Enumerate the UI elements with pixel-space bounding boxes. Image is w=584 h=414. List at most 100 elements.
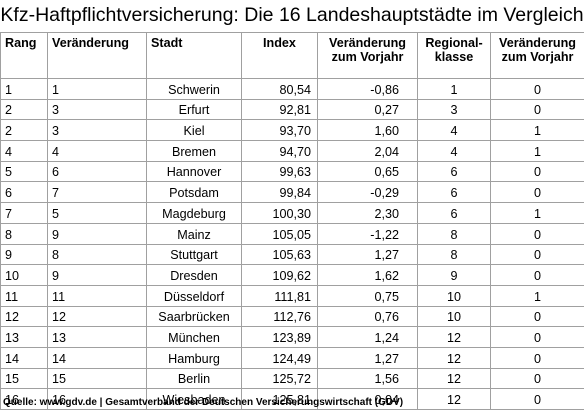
cell-regionalklasse-change: 0 [490,305,584,328]
cell-veraenderung: 1 [47,78,147,100]
cell-index: 105,05 [241,222,318,245]
table-row: 10 9 Dresden 109,62 1,62 9 0 [0,264,584,286]
cell-regionalklasse: 12 [417,367,491,390]
cell-index: 111,81 [241,284,318,307]
cell-stadt: Berlin [146,367,242,390]
table-row: 15 15 Berlin 125,72 1,56 12 0 [0,367,584,390]
column-header-veraenderung: Veränderung [47,32,147,79]
cell-veraenderung: 14 [47,346,147,369]
cell-stadt: Erfurt [146,98,242,121]
cell-regionalklasse: 9 [417,264,491,286]
cell-regionalklasse-change: 1 [490,202,584,224]
cell-index: 93,70 [241,119,318,142]
cell-index: 92,81 [241,98,318,121]
cell-rang: 1 [0,78,48,100]
cell-stadt: Kiel [146,119,242,142]
cell-index-change: 0,75 [317,284,418,307]
cell-veraenderung: 13 [47,326,147,348]
table-row: 2 3 Kiel 93,70 1,60 4 1 [0,119,584,142]
cell-regionalklasse-change: 0 [490,222,584,245]
cell-regionalklasse-change: 0 [490,243,584,266]
cell-veraenderung: 9 [47,222,147,245]
cell-rang: 10 [0,264,48,286]
column-header-stadt: Stadt [146,32,242,79]
column-header-index-change-line2: zum Vorjahr [331,50,404,64]
cell-regionalklasse-change: 0 [490,264,584,286]
comparison-table: Rang Veränderung Stadt Index Veränderung… [0,32,584,410]
cell-index-change: 2,30 [317,202,418,224]
cell-stadt: Hannover [146,160,242,183]
cell-index-change: 1,62 [317,264,418,286]
cell-regionalklasse: 10 [417,305,491,328]
cell-regionalklasse-change: 0 [490,346,584,369]
cell-rang: 12 [0,305,48,328]
cell-stadt: Wiesbaden [146,388,242,410]
cell-stadt: Dresden [146,264,242,286]
cell-index-change: 0,76 [317,305,418,328]
cell-regionalklasse: 8 [417,243,491,266]
cell-index: 94,70 [241,140,318,162]
cell-veraenderung: 3 [47,119,147,142]
table-row: 1 1 Schwerin 80,54 -0,86 1 0 [0,78,584,100]
cell-regionalklasse: 6 [417,202,491,224]
column-header-index-change-line1: Veränderung [329,36,406,50]
cell-index-change: 0,65 [317,160,418,183]
cell-stadt: Hamburg [146,346,242,369]
cell-index-change: -0,29 [317,181,418,204]
table-row: 12 12 Saarbrücken 112,76 0,76 10 0 [0,305,584,328]
cell-regionalklasse: 12 [417,326,491,348]
cell-index-change: 1,27 [317,243,418,266]
cell-stadt: Magdeburg [146,202,242,224]
cell-veraenderung: 8 [47,243,147,266]
cell-rang: 9 [0,243,48,266]
cell-veraenderung: 15 [47,367,147,390]
table-row: 13 13 München 123,89 1,24 12 0 [0,326,584,348]
cell-index: 123,89 [241,326,318,348]
column-header-regional-change-line1: Veränderung [499,36,576,50]
cell-stadt: Schwerin [146,78,242,100]
cell-veraenderung: 11 [47,284,147,307]
cell-index-change: 2,04 [317,140,418,162]
column-header-rang: Rang [0,32,48,79]
cell-index: 99,84 [241,181,318,204]
cell-rang: 5 [0,160,48,183]
cell-index-change: -0,86 [317,78,418,100]
cell-rang: 13 [0,326,48,348]
table-row: 5 6 Hannover 99,63 0,65 6 0 [0,160,584,183]
cell-regionalklasse-change: 0 [490,78,584,100]
table-row: 9 8 Stuttgart 105,63 1,27 8 0 [0,243,584,266]
cell-regionalklasse-change: 0 [490,326,584,348]
page-title: Kfz-Haftpflichtversicherung: Die 16 Land… [0,4,584,26]
cell-regionalklasse: 8 [417,222,491,245]
cell-regionalklasse-change: 0 [490,98,584,121]
cell-index: 99,63 [241,160,318,183]
table-body: 1 1 Schwerin 80,54 -0,86 1 0 2 3 Erfurt 92,81 0,27 3… [0,78,584,410]
cell-veraenderung: 3 [47,98,147,121]
cell-regionalklasse: 12 [417,388,491,410]
column-header-regionalklasse-line2: klasse [434,50,474,64]
cell-veraenderung: 12 [47,305,147,328]
table-row: 6 7 Potsdam 99,84 -0,29 6 0 [0,181,584,204]
cell-index: 112,76 [241,305,318,328]
cell-index: 125,81 [241,388,318,410]
cell-rang: 2 [0,98,48,121]
cell-stadt: Saarbrücken [146,305,242,328]
table-row: 11 11 Düsseldorf 111,81 0,75 10 1 [0,284,584,307]
cell-rang: 6 [0,181,48,204]
column-header-index-change: Veränderung zum Vorjahr [317,32,418,79]
column-header-regional-change-line2: zum Vorjahr [501,50,574,64]
cell-index: 105,63 [241,243,318,266]
cell-index: 80,54 [241,78,318,100]
cell-stadt: Bremen [146,140,242,162]
cell-index: 124,49 [241,346,318,369]
table-row: 14 14 Hamburg 124,49 1,27 12 0 [0,346,584,369]
source-note: Quelle: www.gdv.de | Gesamtverband der D… [3,397,404,408]
cell-regionalklasse: 6 [417,181,491,204]
cell-stadt: München [146,326,242,348]
cell-regionalklasse-change: 1 [490,284,584,307]
column-header-regional-change: Veränderung zum Vorjahr [490,32,584,79]
cell-rang: 15 [0,367,48,390]
cell-rang: 2 [0,119,48,142]
cell-index-change: 0,27 [317,98,418,121]
cell-regionalklasse: 3 [417,98,491,121]
